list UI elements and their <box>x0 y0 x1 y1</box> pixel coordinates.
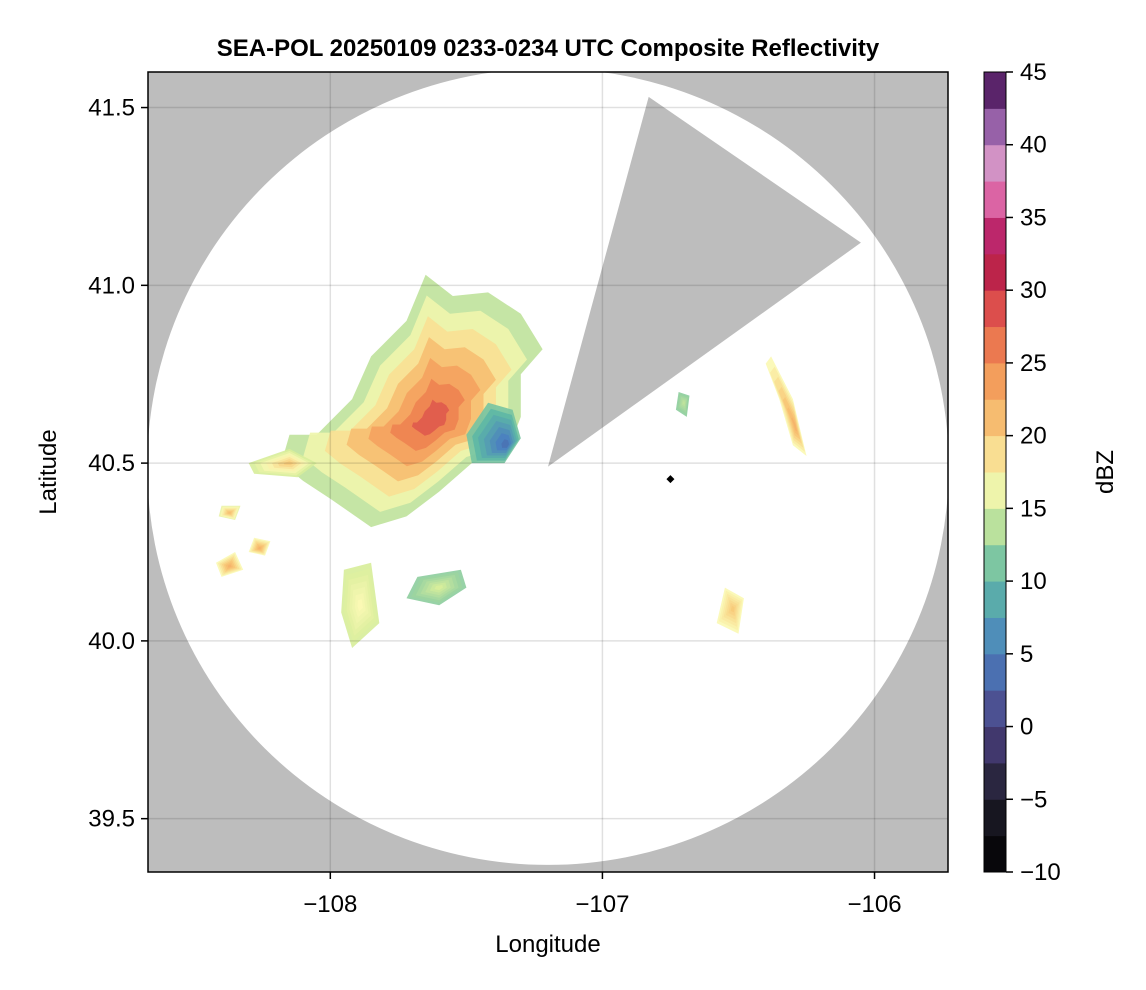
colorbar-segment <box>984 544 1006 582</box>
echo-band <box>228 511 232 514</box>
x-tick-label: −108 <box>303 891 357 918</box>
colorbar-segment <box>984 253 1006 291</box>
colorbar-segment <box>984 435 1006 473</box>
colorbar-segment <box>984 181 1006 218</box>
colorbar-tick-label: 45 <box>1020 59 1047 86</box>
colorbar-segment <box>984 362 1006 400</box>
y-tick-label: 39.5 <box>88 806 135 833</box>
colorbar-segment <box>984 472 1006 509</box>
colorbar-tick-label: 5 <box>1020 641 1033 668</box>
echo-band <box>357 599 363 612</box>
x-axis-label: Longitude <box>495 931 600 958</box>
colorbar-segment <box>984 72 1006 109</box>
colorbar-segment <box>984 799 1006 837</box>
echo-band <box>791 417 798 432</box>
colorbar-segment <box>984 653 1006 691</box>
colorbar-tick-label: −10 <box>1020 859 1061 886</box>
colorbar-tick-label: 10 <box>1020 568 1047 595</box>
chart-title: SEA-POL 20250109 0233-0234 UTC Composite… <box>217 35 880 62</box>
y-tick-label: 41.5 <box>88 95 135 122</box>
colorbar-segment <box>984 726 1006 764</box>
echo-band <box>682 401 685 405</box>
y-tick-label: 40.5 <box>88 450 135 477</box>
colorbar-tick-label: −5 <box>1020 786 1047 813</box>
colorbar-tick-label: 30 <box>1020 277 1047 304</box>
colorbar-segment <box>984 835 1006 873</box>
colorbar-segment <box>984 399 1006 437</box>
echo-band <box>501 439 510 448</box>
plot-area <box>148 72 948 872</box>
y-tick-label: 41.0 <box>88 272 135 299</box>
plot-frame <box>147 71 949 873</box>
echo-region-main-cell <box>281 274 543 528</box>
colorbar-segment <box>984 762 1006 800</box>
colorbar-tick-label: 0 <box>1020 714 1033 741</box>
colorbar: −10 −5 0 5 10 15 20 25 30 35 40 45 dBZ <box>983 59 1119 886</box>
colorbar-label: dBZ <box>1092 450 1119 494</box>
echo-region-south-fragment <box>341 562 380 648</box>
x-tick-label: −107 <box>575 891 629 918</box>
blocked-sector <box>548 96 861 467</box>
colorbar-segment <box>984 617 1006 655</box>
echo-band <box>283 461 294 466</box>
echo-band <box>730 605 735 613</box>
echo-region-southwest-cell-1 <box>216 552 244 577</box>
colorbar-segment <box>984 144 1006 182</box>
colorbar-tick-label: 35 <box>1020 204 1047 231</box>
echo-band <box>227 564 232 568</box>
echo-region-west-tail <box>248 448 317 478</box>
echo-region-southwest-cell-3 <box>218 505 241 520</box>
colorbar-segment <box>984 326 1006 364</box>
echo-region-south-cluster <box>406 569 467 606</box>
colorbar-segment <box>984 290 1006 328</box>
echo-band <box>258 546 262 550</box>
echo-region-small-east-speck <box>675 392 690 417</box>
colorbar-tick-label: 15 <box>1020 495 1047 522</box>
echo-band <box>434 585 443 591</box>
colorbar-frame <box>983 71 1007 873</box>
y-tick-label: 40.0 <box>88 628 135 655</box>
echo-band <box>411 399 450 436</box>
colorbar-tick-label: 25 <box>1020 350 1047 377</box>
y-axis-label: Latitude <box>35 429 62 514</box>
echo-region-southeast-cell <box>716 587 744 634</box>
echo-region-east-band <box>765 356 807 456</box>
echo-region-southwest-cell-2 <box>248 537 271 556</box>
colorbar-tick-label: 40 <box>1020 132 1047 159</box>
colorbar-segment <box>984 508 1006 546</box>
colorbar-segment <box>984 690 1006 728</box>
radar-site-marker <box>666 475 675 484</box>
colorbar-segment <box>984 581 1006 618</box>
colorbar-segment <box>984 108 1006 146</box>
colorbar-tick-label: 20 <box>1020 423 1047 450</box>
x-tick-label: −106 <box>847 891 901 918</box>
colorbar-segment <box>984 217 1006 255</box>
echo-region-low-echo-east-edge <box>466 402 521 464</box>
